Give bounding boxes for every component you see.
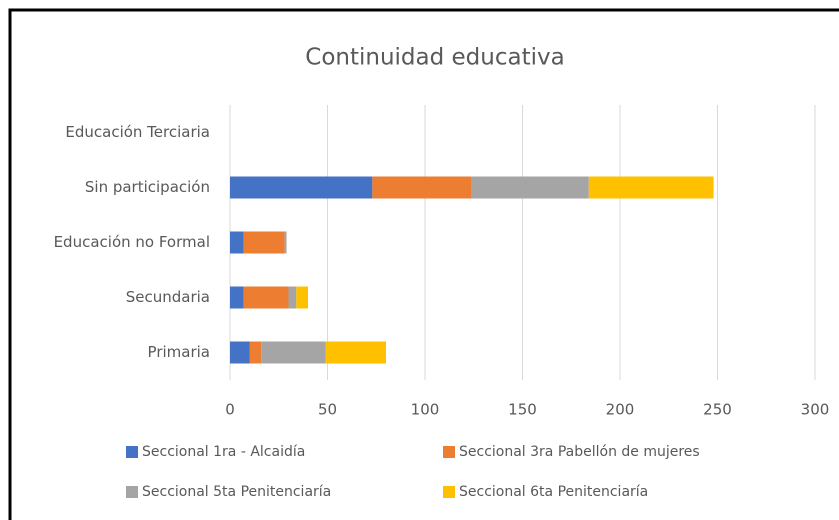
bar-segment [249,341,262,364]
y-tick-label: Primaria [148,343,210,361]
x-tick-label: 250 [703,401,732,419]
bar-segment [243,286,289,309]
x-tick-label: 100 [411,401,440,419]
y-tick-label: Sin participación [85,178,210,196]
x-tick-label: 300 [801,401,830,419]
bar-segment [588,176,714,199]
bar-segment [296,286,308,309]
bar-segment [288,286,297,309]
bar-segment [471,176,589,199]
y-tick-label: Educación no Formal [54,233,210,251]
legend-swatch [126,446,138,458]
bar-segment [230,341,250,364]
x-tick-label: 200 [606,401,635,419]
bar-segment [243,231,285,254]
y-tick-label: Educación Terciaria [65,123,210,141]
legend-label: Seccional 3ra Pabellón de mujeres [459,444,700,460]
legend-swatch [443,486,455,498]
legend-swatch [443,446,455,458]
bar-segment [230,231,244,254]
bar-segment [325,341,386,364]
bar-segment [230,176,373,199]
bar-segment [230,286,244,309]
chart-title: Continuidad educativa [305,45,564,71]
legend-label: Seccional 6ta Penitenciaría [459,484,648,500]
bar-segment [261,341,326,364]
x-tick-label: 50 [318,401,337,419]
bar-segment [284,231,287,254]
y-tick-label: Secundaria [126,288,210,306]
legend-label: Seccional 1ra - Alcaidía [142,444,305,460]
bar-segment [372,176,472,199]
x-tick-label: 150 [508,401,537,419]
x-tick-label: 0 [225,401,235,419]
legend-label: Seccional 5ta Penitenciaría [142,484,331,500]
legend-swatch [126,486,138,498]
